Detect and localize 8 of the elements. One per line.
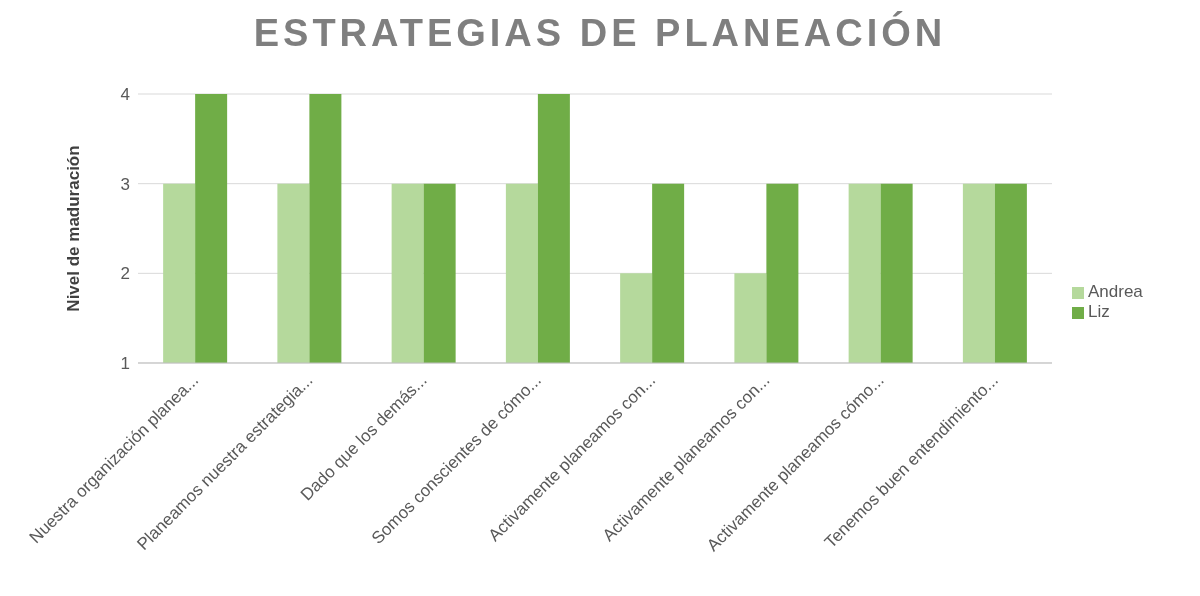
- chart-title: ESTRATEGIAS DE PLANEACIÓN: [252, 10, 948, 56]
- y-tick-label: 1: [120, 354, 130, 374]
- y-tick-label: 2: [120, 264, 130, 284]
- legend-label: Liz: [1088, 302, 1110, 321]
- y-tick-label: 3: [120, 174, 130, 194]
- y-tick-label: 4: [120, 85, 130, 105]
- y-axis-title: Nivel de maduración: [64, 145, 84, 312]
- legend-label: Andrea: [1088, 282, 1143, 301]
